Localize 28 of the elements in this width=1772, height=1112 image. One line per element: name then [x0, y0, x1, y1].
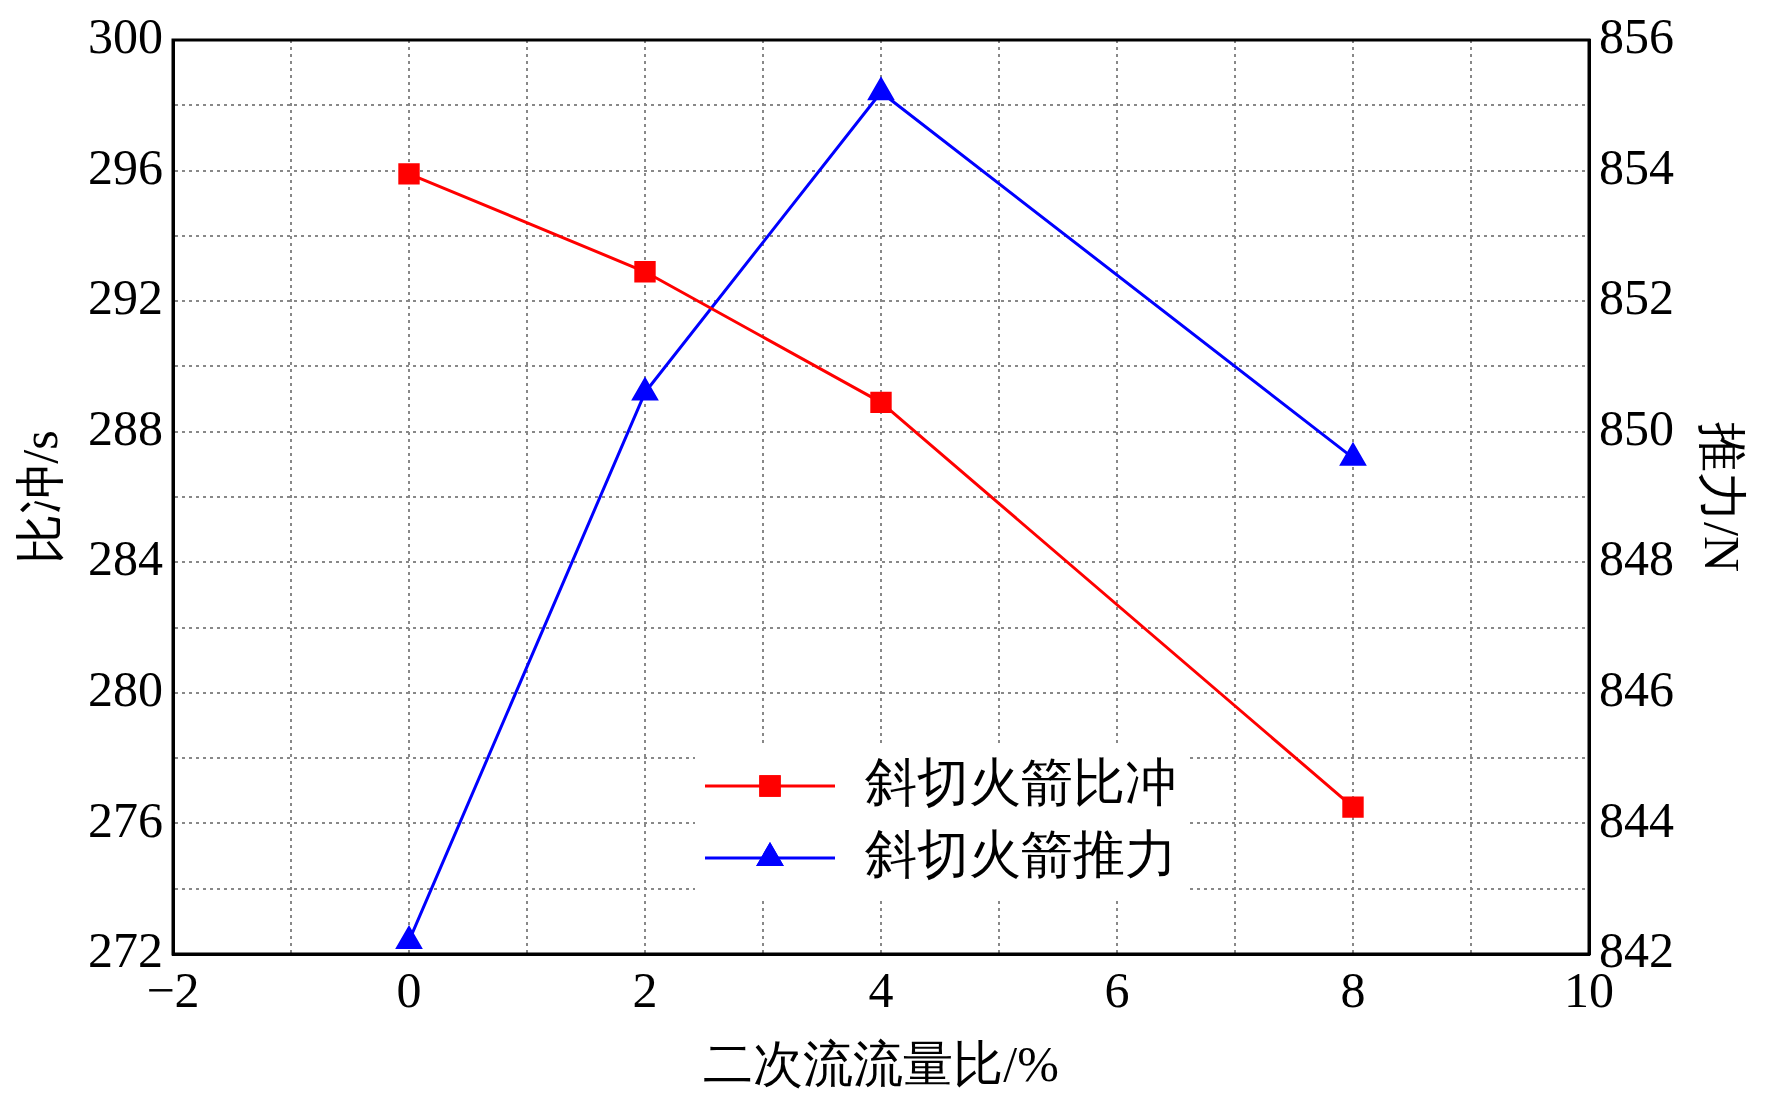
y2-tick-label: 852 — [1599, 269, 1674, 326]
y2-axis-title: 推力/N — [1693, 422, 1750, 572]
y-tick-label: 296 — [88, 138, 163, 195]
y2-tick-label: 846 — [1599, 660, 1674, 717]
y2-tick-label: 854 — [1599, 138, 1674, 195]
legend-label: 斜切火箭比冲 — [865, 753, 1177, 811]
x-tick-label: 0 — [396, 962, 422, 1019]
y-tick-label: 284 — [88, 530, 163, 587]
x-tick-label: 2 — [632, 962, 658, 1019]
y-tick-label: 288 — [88, 399, 163, 456]
x-axis-title: 二次流流量比/% — [703, 1036, 1059, 1093]
y-axis-title: 比冲/s — [12, 430, 69, 564]
y2-tick-label: 844 — [1599, 791, 1674, 848]
x-tick-label: 8 — [1340, 962, 1366, 1019]
point — [396, 926, 422, 949]
legend-label: 斜切火箭推力 — [865, 825, 1177, 883]
y2-tick-label: 848 — [1599, 530, 1674, 587]
point — [1340, 443, 1366, 466]
y-tick-label: 300 — [88, 8, 163, 65]
point — [632, 378, 658, 401]
x-tick-label: 4 — [868, 962, 894, 1019]
y2-tick-label: 850 — [1599, 399, 1674, 456]
y-tick-label: 276 — [88, 791, 163, 848]
point — [868, 77, 894, 101]
y-tick-label: 280 — [88, 660, 163, 717]
y-tick-label: 292 — [88, 269, 163, 326]
y2-tick-label: 856 — [1599, 8, 1674, 65]
x-tick-label: 6 — [1104, 962, 1130, 1019]
